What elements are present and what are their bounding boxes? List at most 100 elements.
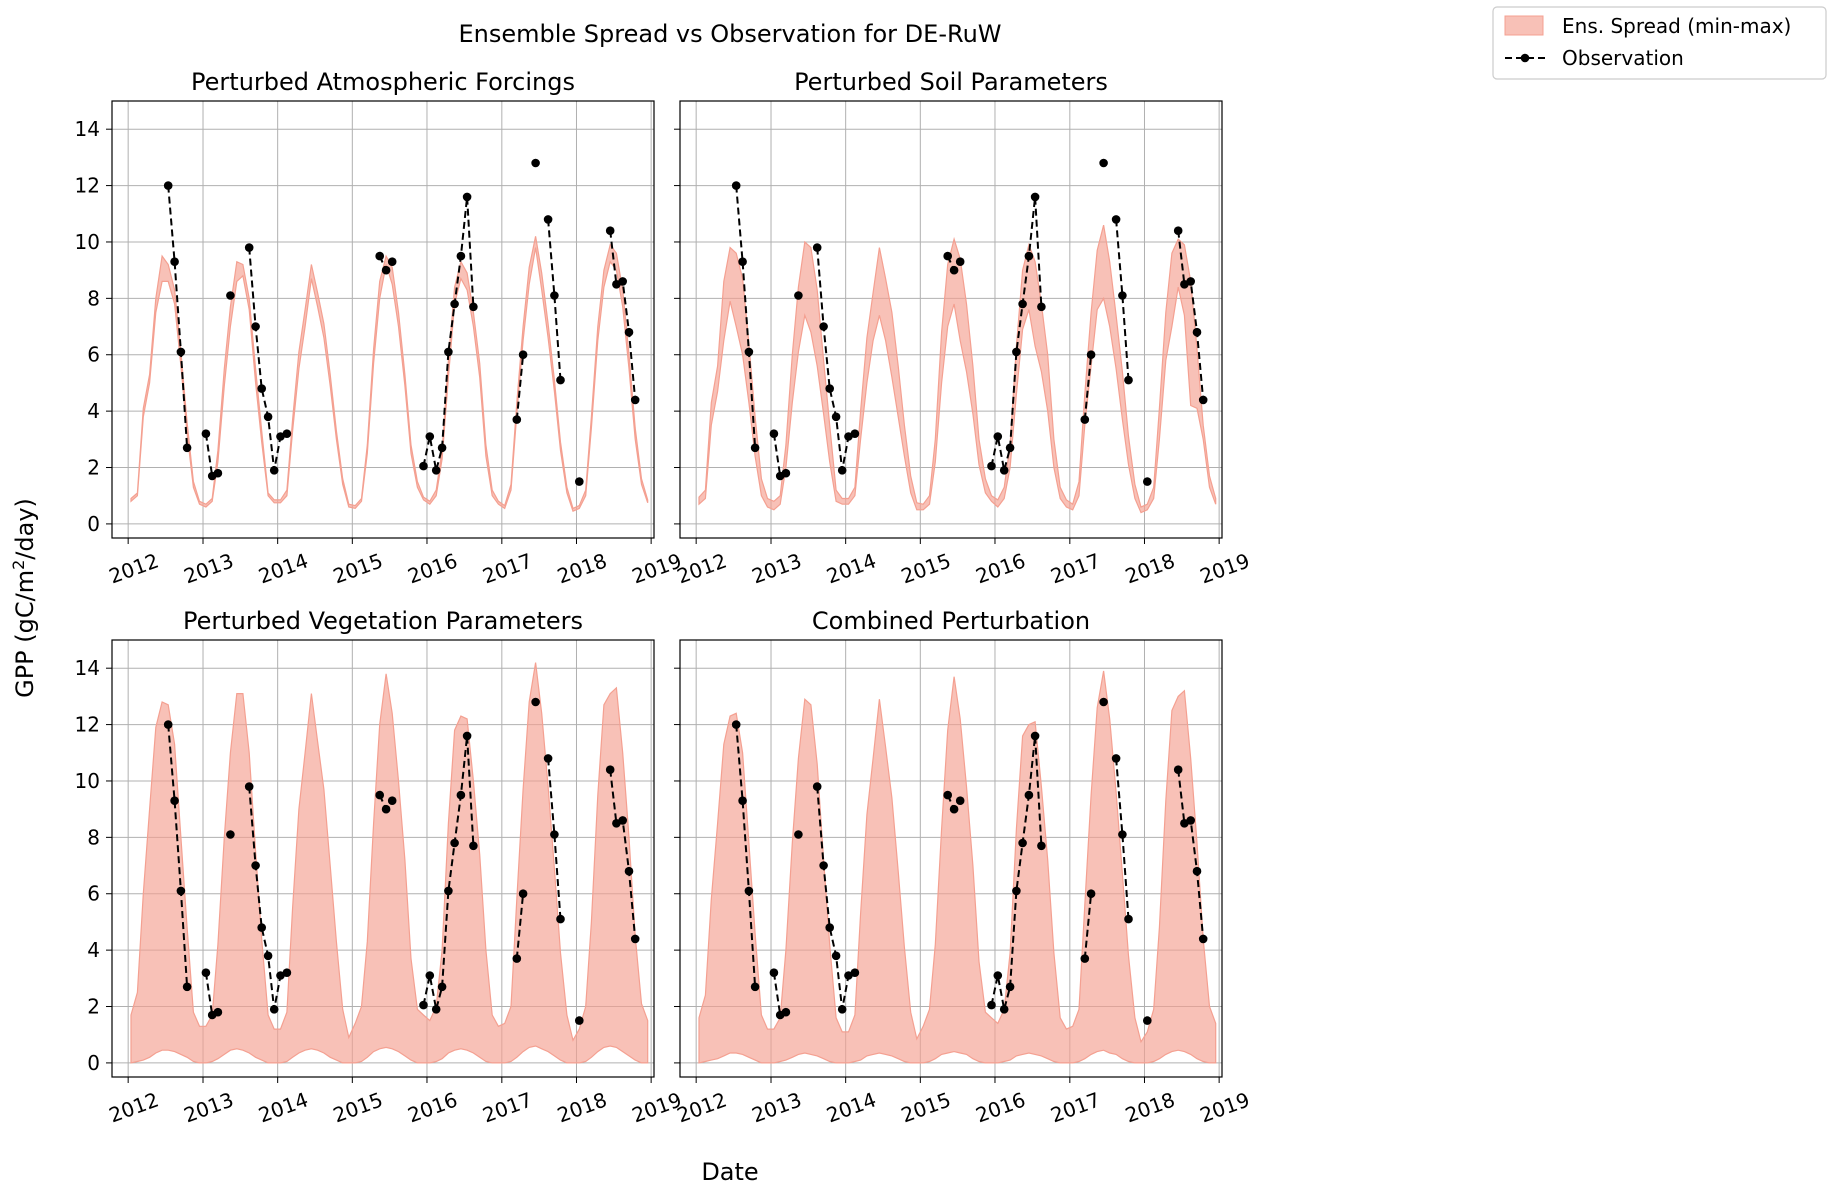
panel-title: Combined Perturbation xyxy=(812,607,1090,635)
observation-point xyxy=(618,816,627,825)
axes-frame xyxy=(679,100,1223,539)
observation-point xyxy=(437,443,447,453)
observation-point xyxy=(819,322,828,331)
y-tick-label: 4 xyxy=(87,399,100,423)
y-tick-label: 14 xyxy=(75,656,100,680)
observation-point xyxy=(531,697,540,707)
observation-point xyxy=(1018,299,1027,309)
x-tick-label: 2013 xyxy=(749,548,805,588)
observation-point xyxy=(955,257,965,267)
observation-point xyxy=(831,412,841,422)
legend-frame xyxy=(1492,6,1827,80)
x-tick-label: 2017 xyxy=(479,1087,535,1127)
observation-point xyxy=(512,415,522,424)
observation-point xyxy=(419,1000,428,1010)
observation-point xyxy=(769,429,779,439)
observation-point xyxy=(182,443,192,453)
x-tick-label: 2015 xyxy=(898,1087,954,1127)
legend-spread-swatch xyxy=(1504,15,1544,36)
observation-point xyxy=(419,461,428,471)
observation-point xyxy=(176,886,186,896)
x-tick-label: 2013 xyxy=(181,1087,237,1127)
observation-line-segment xyxy=(990,196,1043,471)
observation-point xyxy=(425,971,435,980)
observation-point xyxy=(1024,251,1034,261)
x-tick-label: 2014 xyxy=(255,1087,311,1127)
axes-frame xyxy=(679,639,1223,1078)
observation-point xyxy=(955,796,965,805)
observation-point xyxy=(375,251,385,261)
observation-point xyxy=(431,466,441,475)
observation-point xyxy=(1080,954,1090,963)
x-tick-label: 2015 xyxy=(330,1087,386,1127)
x-tick-label: 2014 xyxy=(823,548,879,588)
observation-point xyxy=(226,291,235,300)
observation-point xyxy=(251,322,260,331)
x-tick-label: 2019 xyxy=(1197,1087,1253,1127)
legend-observation-marker xyxy=(1520,53,1530,63)
observation-point xyxy=(987,461,996,471)
ylabel-main: GPP (gC/m xyxy=(11,570,39,698)
observation-line-segment xyxy=(990,735,1043,1010)
observation-point xyxy=(781,1007,791,1017)
observation-point xyxy=(387,257,397,267)
observation-point xyxy=(182,982,192,992)
observation-point xyxy=(251,861,260,870)
observation-point xyxy=(630,934,640,944)
observation-point xyxy=(825,384,834,393)
spread-band xyxy=(130,236,649,513)
y-tick-label: 4 xyxy=(87,938,100,962)
observation-line-segment xyxy=(1115,758,1130,920)
observation-point xyxy=(213,468,223,478)
observation-point xyxy=(1118,291,1127,300)
y-tick-label: 2 xyxy=(87,456,100,480)
x-tick-label: 2014 xyxy=(255,548,311,588)
observation-point xyxy=(943,251,952,261)
observation-point xyxy=(999,466,1009,475)
observation-point xyxy=(575,1016,584,1025)
x-tick-label: 2017 xyxy=(1047,548,1103,588)
observation-point xyxy=(176,347,186,357)
observation-point xyxy=(170,796,179,805)
ylabel-tail: /day) xyxy=(11,498,39,560)
observation-point xyxy=(618,277,627,286)
observation-point xyxy=(282,429,292,439)
x-tick-label: 2012 xyxy=(674,548,730,588)
observation-point xyxy=(605,226,615,235)
observation-point xyxy=(1124,914,1133,924)
observation-point xyxy=(282,968,292,977)
observation-point xyxy=(987,1000,996,1010)
observation-point xyxy=(257,923,267,932)
x-tick-label: 2016 xyxy=(973,1087,1029,1127)
observation-point xyxy=(1037,841,1046,851)
observation-point xyxy=(263,412,273,422)
observation-point xyxy=(244,782,254,791)
observation-point xyxy=(794,830,803,839)
observation-point xyxy=(993,971,1003,980)
observation-point xyxy=(1018,838,1027,848)
x-tick-label: 2015 xyxy=(330,548,386,588)
observation-point xyxy=(1012,347,1021,357)
legend-observation-label: Observation xyxy=(1562,46,1684,70)
observation-point xyxy=(213,1007,223,1017)
x-tick-label: 2018 xyxy=(1122,1087,1178,1127)
observation-point xyxy=(1198,395,1208,405)
observation-point xyxy=(244,243,254,252)
observation-point xyxy=(750,443,760,453)
observation-point xyxy=(450,838,459,848)
observation-line-segment xyxy=(609,230,637,400)
observation-line-segment xyxy=(167,185,189,448)
x-tick-label: 2017 xyxy=(1047,1087,1103,1127)
observation-point xyxy=(1186,277,1195,286)
observation-point xyxy=(1173,226,1183,235)
panel-title: Perturbed Soil Parameters xyxy=(794,68,1108,96)
observation-point xyxy=(781,468,791,478)
observation-point xyxy=(825,923,834,932)
observation-point xyxy=(456,251,466,261)
observation-point xyxy=(543,215,553,224)
panel-title: Perturbed Atmospheric Forcings xyxy=(191,68,575,96)
